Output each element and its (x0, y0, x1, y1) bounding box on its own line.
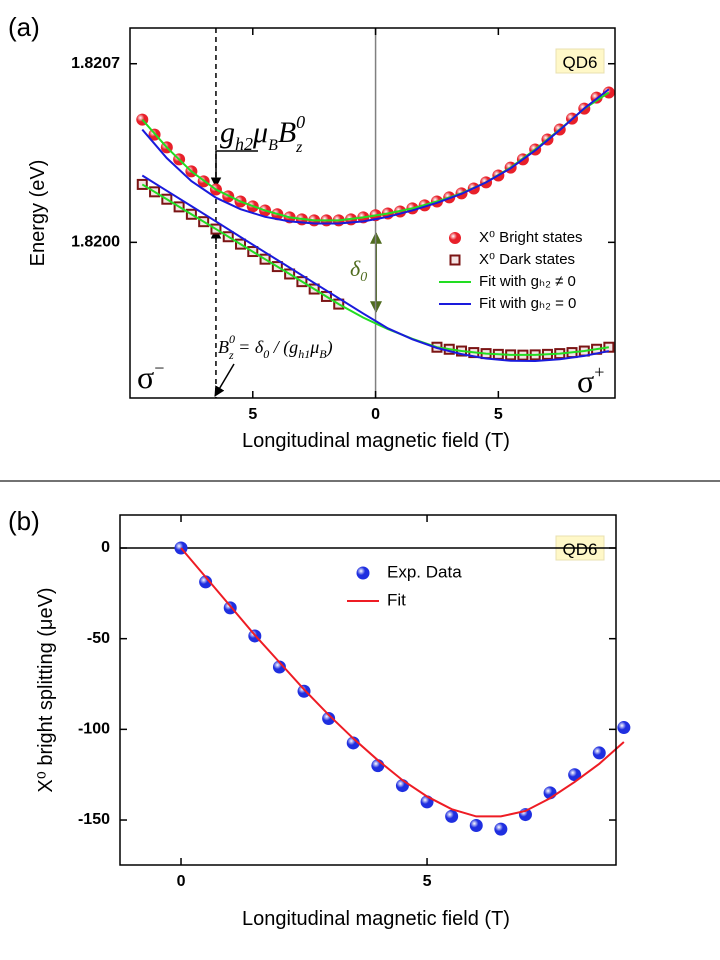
data-point (272, 660, 286, 674)
annotation-part: z (295, 139, 303, 156)
y-axis-label: X⁰ bright splitting (μeV) (35, 587, 57, 792)
data-point (136, 178, 148, 190)
annotation-part: − (154, 358, 164, 378)
annotation-part: B (319, 347, 327, 361)
annotation-part: 0 (360, 270, 367, 285)
annotation-part: δ (350, 256, 361, 281)
x-tick-label: 0 (371, 406, 380, 423)
data-point (494, 822, 508, 836)
data-point (592, 746, 606, 760)
data-point (199, 575, 213, 589)
y-axis-label: Energy (eV) (27, 160, 49, 267)
annotation-part: μ (252, 116, 268, 149)
x-tick-label: 5 (494, 406, 503, 423)
annotation-part: g (220, 116, 235, 149)
data-point (346, 736, 360, 750)
annotation-part: 0 (263, 347, 269, 361)
legend-label: Fit with gₕ₂ ≠ 0 (479, 273, 576, 290)
annotation-part: 0 (229, 332, 235, 346)
annotation-arrow (214, 363, 235, 397)
y-tick-label: 0 (101, 539, 110, 556)
data-point (617, 721, 631, 735)
data-point (322, 711, 336, 725)
data-point (297, 684, 311, 698)
legend-label: Exp. Data (387, 562, 462, 581)
y-tick-label: 1.8207 (71, 55, 120, 72)
x-axis-label: Longitudinal magnetic field (T) (242, 430, 510, 452)
annotation-part: B (278, 116, 296, 149)
annotation: δ0 (350, 256, 367, 285)
tag: QD6 (563, 540, 598, 559)
annotation: σ− (137, 358, 164, 395)
panel-label: (a) (8, 12, 40, 42)
annotation-part: μ (309, 337, 319, 357)
annotation-part: z (228, 348, 234, 362)
annotation-part: B (268, 137, 278, 154)
legend-label: X⁰ Bright states (479, 229, 583, 246)
legend-symbol (449, 254, 461, 266)
plot-frame (129, 27, 616, 399)
legend-symbol (356, 566, 370, 580)
annotation-part: h2 (235, 134, 253, 154)
legend-label: Fit with gₕ₂ = 0 (479, 295, 576, 312)
tag: QD6 (563, 53, 598, 72)
annotation-arrow (210, 150, 258, 189)
y-tick-label: -150 (78, 811, 110, 828)
fit-line (141, 174, 610, 363)
annotation-part: 0 (296, 112, 305, 132)
annotation-part: σ (577, 363, 594, 399)
fit-line (180, 547, 625, 818)
x-tick-label: 5 (248, 406, 257, 423)
annotation-part: = δ (234, 337, 264, 357)
data-point (445, 809, 459, 823)
panel-label: (b) (8, 506, 40, 536)
annotation: gh2μBB0 z (220, 112, 305, 156)
annotation: B0 z = δ0 / (gh1μB) (218, 332, 333, 362)
legend-symbol (449, 232, 461, 244)
tag-box (555, 48, 605, 74)
plot-frame (119, 514, 617, 866)
annotation-part: ) (326, 337, 333, 358)
annotation-part: B (218, 337, 229, 357)
fit-line (141, 183, 610, 356)
annotation-part: / (g (269, 337, 298, 358)
legend-label: X⁰ Dark states (479, 251, 575, 268)
fit-line (141, 88, 610, 225)
x-axis-label: Longitudinal magnetic field (T) (242, 908, 510, 930)
data-point (568, 768, 582, 782)
legend-label: Fit (387, 590, 406, 609)
y-tick-label: 1.8200 (71, 234, 120, 251)
annotation-part: σ (137, 359, 154, 395)
x-tick-label: 5 (423, 873, 432, 890)
data-point (469, 818, 483, 832)
annotation-part: + (594, 362, 604, 382)
annotation-part: h1 (298, 347, 310, 361)
x-tick-label: 0 (177, 873, 186, 890)
y-tick-label: -100 (78, 721, 110, 738)
annotation: σ+ (577, 362, 604, 399)
y-tick-label: -50 (87, 630, 110, 647)
